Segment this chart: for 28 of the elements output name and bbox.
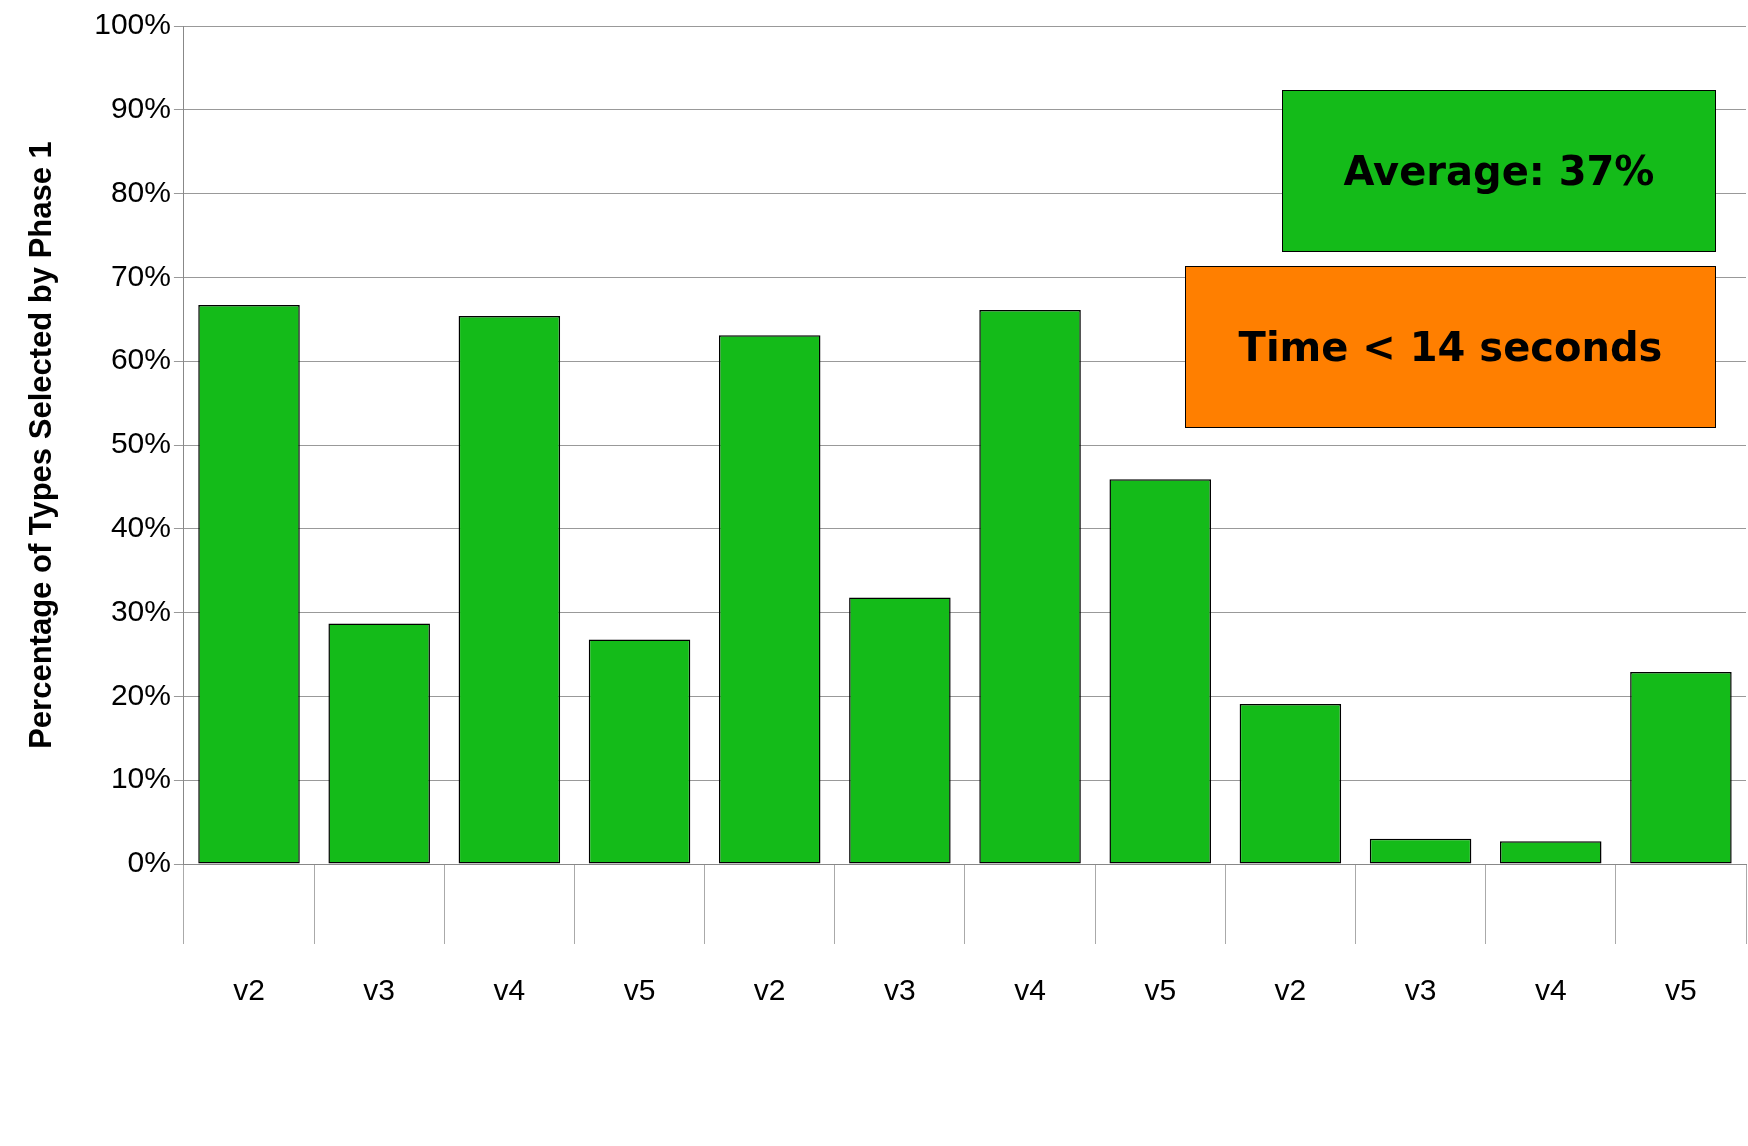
x-tick-label: v5 xyxy=(1144,973,1177,1007)
x-tick-label: v3 xyxy=(1404,973,1437,1007)
x-tick-label: v2 xyxy=(753,973,786,1007)
y-tick-label: 10% xyxy=(110,761,171,795)
y-tick-label: 90% xyxy=(110,91,171,125)
x-tick-label: v4 xyxy=(1014,973,1046,1007)
label-box: Average: 37% xyxy=(1282,90,1716,252)
y-tick-label: 100% xyxy=(94,7,171,41)
y-tick-label: 0% xyxy=(127,845,171,879)
y-tick-label: 30% xyxy=(110,593,171,627)
x-tick-label: v3 xyxy=(363,973,396,1007)
annotation: Time < 14 seconds xyxy=(1238,324,1663,370)
y-tick-label: 70% xyxy=(110,258,171,292)
x-tick-label: v4 xyxy=(1534,973,1567,1007)
x-tick-label: v2 xyxy=(233,973,265,1007)
x-tick-label: v2 xyxy=(1274,973,1307,1007)
x-tick-label: v4 xyxy=(493,973,526,1007)
y-axis-title: Percentage of Types Selected by Phase 1 xyxy=(23,141,59,749)
y-tick-label: 80% xyxy=(110,174,171,208)
y-tick-label: 50% xyxy=(110,426,171,460)
x-tick-label: v5 xyxy=(1665,973,1697,1007)
x-tick-label: v3 xyxy=(884,973,916,1007)
x-tick-label: v5 xyxy=(623,973,656,1007)
annotation: Average: 37% xyxy=(1343,148,1655,194)
label-box: Time < 14 seconds xyxy=(1185,266,1716,428)
y-tick-label: 20% xyxy=(110,677,171,711)
y-tick-label: 60% xyxy=(110,342,171,376)
y-tick-label: 40% xyxy=(110,510,171,544)
